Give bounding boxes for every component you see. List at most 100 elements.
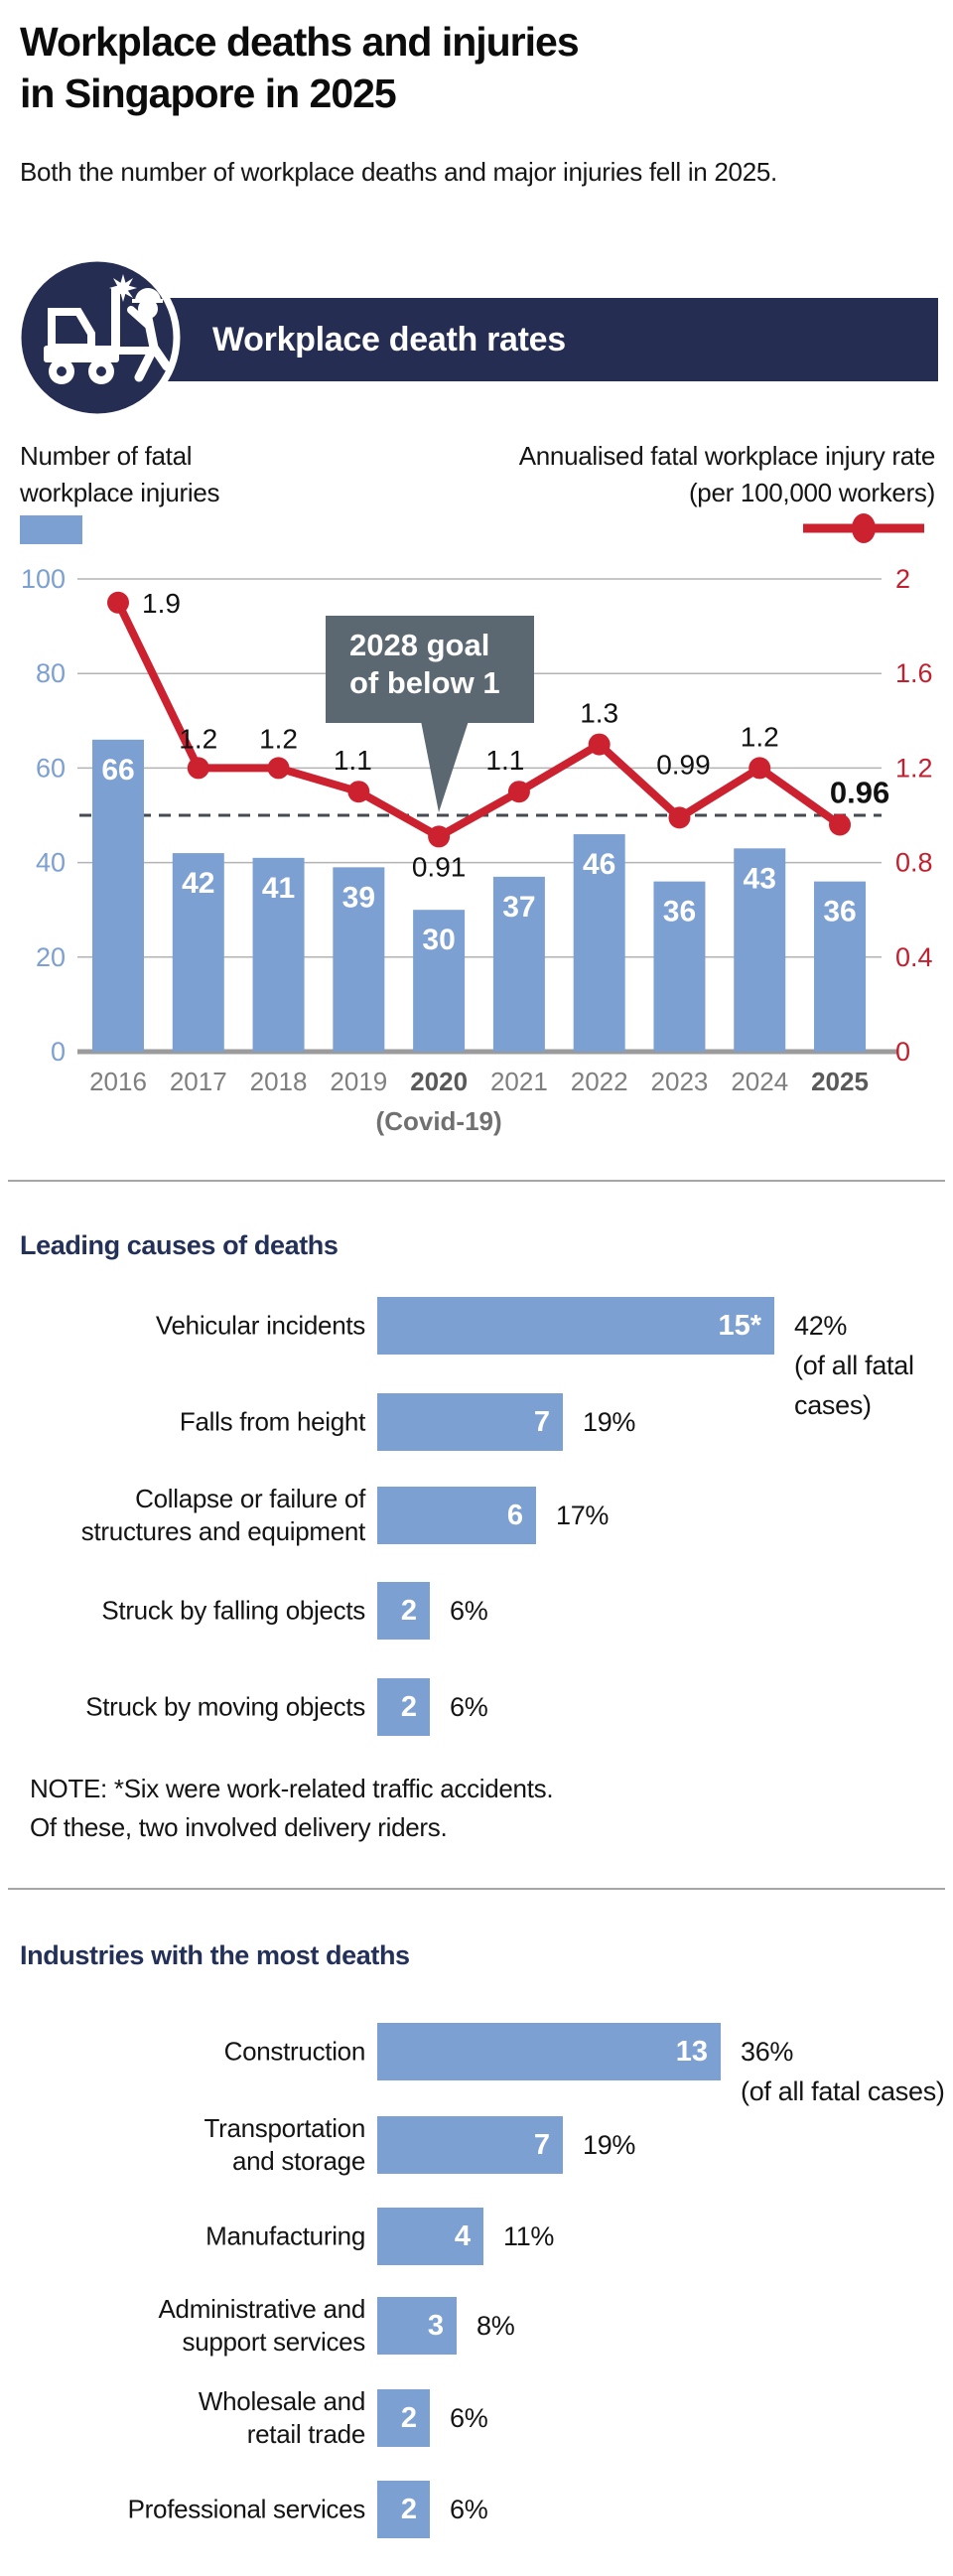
rate-value-label: 0.91 <box>412 851 467 882</box>
row-label: Transportation and storage <box>0 2112 366 2178</box>
row-label-line: Administrative and <box>158 2294 366 2324</box>
line-marker <box>428 825 451 848</box>
bar-value-label: 66 <box>101 754 134 787</box>
line-marker <box>267 757 290 780</box>
pct-line: 6% <box>450 2403 488 2433</box>
rate-value-label: 1.1 <box>485 745 524 776</box>
row-label-line: support services <box>182 2327 366 2357</box>
fatal-injuries-bar <box>573 834 625 1052</box>
hbar-value-label: 7 <box>533 2129 550 2161</box>
rate-value-label: 0.99 <box>656 749 711 780</box>
hbar-pct-label: 6% <box>450 1591 488 1631</box>
causes-chart: Vehicular incidents 15* 42% (of all fatal ca… <box>0 1267 953 1776</box>
row-label: Wholesale and retail trade <box>0 2385 365 2451</box>
hbar-pct-label: 36% (of all fatal cases) <box>741 2032 945 2111</box>
year-label: 2017 <box>170 1067 227 1096</box>
row-label-line: Professional services <box>127 2494 366 2524</box>
left-axis-tick: 80 <box>36 658 66 688</box>
year-label: 2025 <box>811 1067 869 1096</box>
hbar: 13 <box>377 2023 721 2080</box>
hbar: 7 <box>377 1393 563 1451</box>
bar-value-label: 37 <box>502 891 535 924</box>
hbar-pct-label: 6% <box>450 2490 488 2529</box>
hbar-value-label: 4 <box>454 2220 471 2252</box>
row-label-line: Struck by moving objects <box>85 1691 365 1722</box>
legend-line-label: Annualised fatal workplace injury rate (… <box>518 441 936 507</box>
hbar: 6 <box>377 1487 536 1544</box>
left-axis-tick: 20 <box>36 942 66 972</box>
hbar-value-label: 2 <box>400 2402 417 2434</box>
bar-value-label: 36 <box>663 896 696 929</box>
fatal-injuries-bar <box>492 876 545 1052</box>
industries-chart: Construction 13 36% (of all fatal cases) Tra… <box>0 2006 953 2562</box>
row-label: Falls from height <box>0 1406 365 1439</box>
pct-line: 19% <box>583 2130 636 2160</box>
impact-star-icon <box>109 274 137 302</box>
hbar: 2 <box>377 1678 430 1736</box>
hbar-pct-label: 11% <box>503 2217 554 2256</box>
bar-value-label: 46 <box>583 848 615 881</box>
hbar-value-label: 3 <box>427 2310 444 2342</box>
fatal-injuries-bar <box>92 739 144 1052</box>
goal-callout-text: 2028 goal <box>349 628 489 662</box>
section-banner-label: Workplace death rates <box>212 321 566 358</box>
year-label: 2021 <box>490 1067 548 1096</box>
left-axis-tick: 100 <box>21 564 66 594</box>
causes-note: NOTE: *Six were work-related traffic acc… <box>30 1774 554 1842</box>
fatal-injuries-bar <box>172 853 224 1052</box>
rate-value-label: 1.3 <box>580 698 618 729</box>
row-label: Vehicular incidents <box>0 1310 365 1343</box>
rate-value-label: 1.9 <box>142 588 181 619</box>
row-label-line: Manufacturing <box>205 2220 365 2251</box>
row-label-line: Transportation <box>204 2113 366 2143</box>
line-marker <box>829 813 852 836</box>
row-label-line: retail trade <box>246 2419 366 2449</box>
pct-line: 6% <box>450 1596 488 1626</box>
hbar-value-label: 2 <box>400 1691 417 1723</box>
pct-line: 17% <box>556 1501 610 1530</box>
right-axis-tick: 0.8 <box>895 848 933 878</box>
row-label: Administrative and support services <box>0 2293 366 2359</box>
hbar-value-label: 2 <box>400 1595 417 1627</box>
pct-line: cases) <box>794 1390 872 1420</box>
causes-heading: Leading causes of deaths <box>20 1230 339 1260</box>
row-label: Struck by moving objects <box>0 1691 365 1724</box>
year-label: 2022 <box>571 1067 628 1096</box>
row-label-line: Wholesale and <box>198 2386 365 2416</box>
row-label-line: Collapse or failure of <box>135 1484 365 1513</box>
pct-line: 8% <box>476 2311 515 2341</box>
hbar: 3 <box>377 2297 457 2355</box>
legend-line: Annualised fatal workplace injury rate (… <box>518 438 936 511</box>
row-label: Manufacturing <box>0 2220 365 2253</box>
bar-value-label: 41 <box>262 872 295 905</box>
hbar-pct-label: 8% <box>476 2306 515 2346</box>
right-axis-tick: 0 <box>895 1037 910 1067</box>
hbar-value-label: 13 <box>675 2036 708 2068</box>
hbar-value-label: 6 <box>506 1500 523 1531</box>
pct-line: (of all fatal cases) <box>741 2076 945 2106</box>
hbar-pct-label: 6% <box>450 1687 488 1727</box>
right-axis-tick: 1.6 <box>895 658 933 688</box>
worker-shape <box>127 288 172 382</box>
pct-line: 36% <box>741 2037 794 2067</box>
bar-legend-swatch <box>20 515 82 544</box>
bar-value-label: 42 <box>182 867 214 900</box>
year-label: 2024 <box>731 1067 788 1096</box>
injury-rate-line <box>114 598 845 841</box>
fatal-injuries-bar <box>734 848 786 1052</box>
hbar: 7 <box>377 2116 563 2174</box>
bar-value-label: 39 <box>342 881 375 914</box>
forklift-shape <box>44 288 153 384</box>
covid-note-label: (Covid-19) <box>376 1106 502 1136</box>
bar-value-label: 30 <box>422 924 455 956</box>
rate-value-label: 0.96 <box>830 776 889 810</box>
industries-heading: Industries with the most deaths <box>20 1940 410 1970</box>
row-label-line: structures and equipment <box>80 1516 366 1546</box>
pct-line: 19% <box>583 1407 636 1437</box>
right-axis-tick: 2 <box>895 564 910 594</box>
row-label-line: Construction <box>223 2036 366 2067</box>
hbar-value-label: 2 <box>400 2494 417 2525</box>
row-label-line: and storage <box>231 2146 365 2176</box>
hbar: 2 <box>377 2389 430 2447</box>
